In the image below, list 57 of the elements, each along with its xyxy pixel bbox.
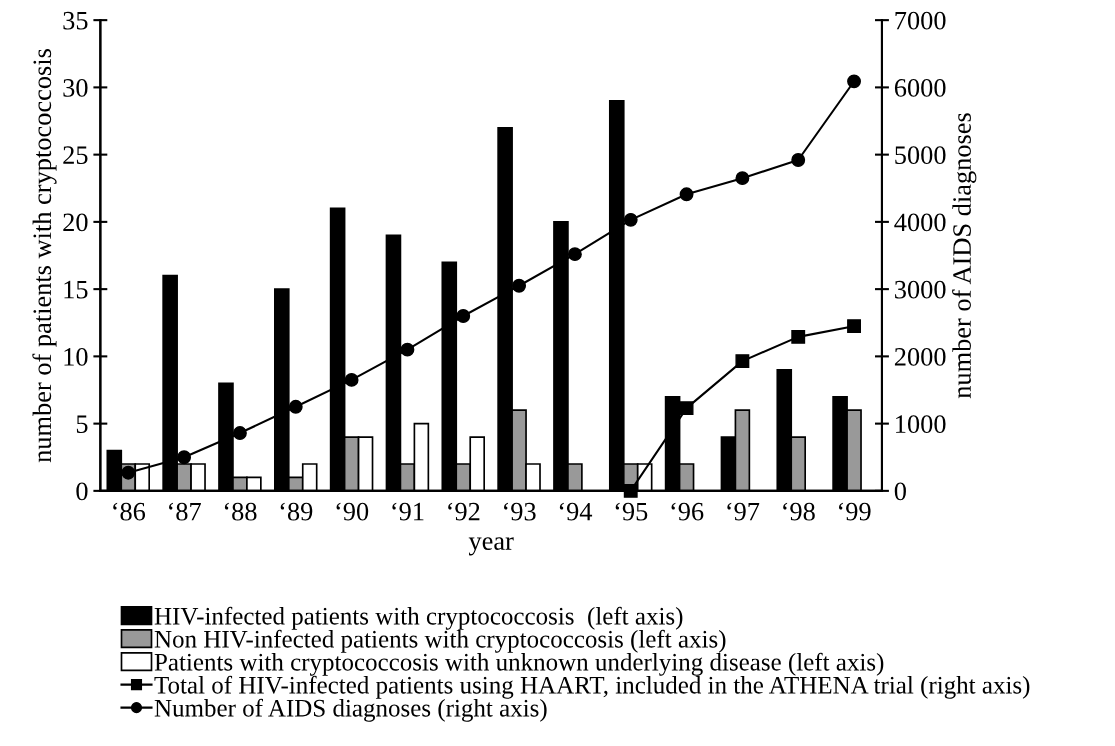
x-tick-label: ‘87 <box>169 502 201 521</box>
y2-tick-label: 7000 <box>895 11 946 30</box>
point <box>121 465 136 480</box>
y-tick-label: 30 <box>63 79 88 97</box>
x-tick-label: ‘97 <box>727 502 760 521</box>
y2-tick-label: 6000 <box>894 79 946 97</box>
y-axis-title: number of patients with cryptococcosis <box>32 49 57 463</box>
y2-tick-label: 3000 <box>895 280 946 299</box>
point <box>679 401 694 416</box>
y-tick-label: 25 <box>63 146 88 165</box>
point <box>288 399 303 414</box>
point <box>400 342 415 357</box>
point <box>735 171 750 186</box>
y2-axis-title: number of AIDS diagnoses <box>952 113 977 399</box>
x-tick-label: ‘88 <box>224 502 257 521</box>
point <box>735 354 750 369</box>
legend-label: Non HIV-infected patients with cryptococcosis (left axis) <box>154 629 726 653</box>
point <box>847 74 861 89</box>
x-tick-label: ‘91 <box>392 502 424 521</box>
y2-tick-label: 0 <box>894 482 906 501</box>
y-tick-label: 0 <box>76 482 88 501</box>
legend-label: Patients with cryptococcosis with unknown underlying disease (left axis) <box>154 652 884 676</box>
y-tick-label: 5 <box>76 415 88 434</box>
point <box>623 212 638 227</box>
x-tick-label: ‘92 <box>448 502 480 521</box>
y-tick-label: 20 <box>63 213 88 232</box>
point <box>847 319 861 334</box>
x-tick-label: ‘94 <box>559 502 593 521</box>
x-tick-label: ‘96 <box>671 502 704 521</box>
point <box>567 247 582 262</box>
x-tick-label: ‘99 <box>839 502 871 521</box>
x-tick-label: ‘95 <box>615 502 648 521</box>
y-tick-label: 15 <box>64 280 88 299</box>
point <box>791 329 806 344</box>
y-tick-label: 35 <box>63 11 88 30</box>
x-tick-label: ‘93 <box>504 502 536 521</box>
point <box>512 278 527 293</box>
x-tick-label: ‘98 <box>783 502 815 521</box>
legend-label: Total of HIV-infected patients using HAART, included in the ATHENA trial (right axis) <box>154 675 1030 699</box>
y2-tick-label: 1000 <box>896 415 946 434</box>
y2-tick-label: 2000 <box>894 347 946 366</box>
legend-label: HIV-infected patients with cryptococcosis (left axis) <box>154 606 683 630</box>
y2-tick-label: 4000 <box>894 213 946 232</box>
point <box>177 450 192 465</box>
x-axis-title: year <box>468 537 514 556</box>
x-tick-label: ‘90 <box>336 502 369 521</box>
x-tick-label: ‘89 <box>280 502 313 521</box>
y-tick-label: 10 <box>64 347 88 366</box>
point <box>344 372 359 387</box>
point <box>232 426 247 440</box>
legend-label: Number of AIDS diagnoses (right axis) <box>154 698 547 722</box>
point <box>791 153 806 167</box>
point <box>679 187 694 202</box>
point <box>623 483 638 498</box>
point <box>456 309 471 323</box>
x-tick-label: ‘86 <box>113 502 146 521</box>
y2-tick-label: 5000 <box>895 146 946 165</box>
